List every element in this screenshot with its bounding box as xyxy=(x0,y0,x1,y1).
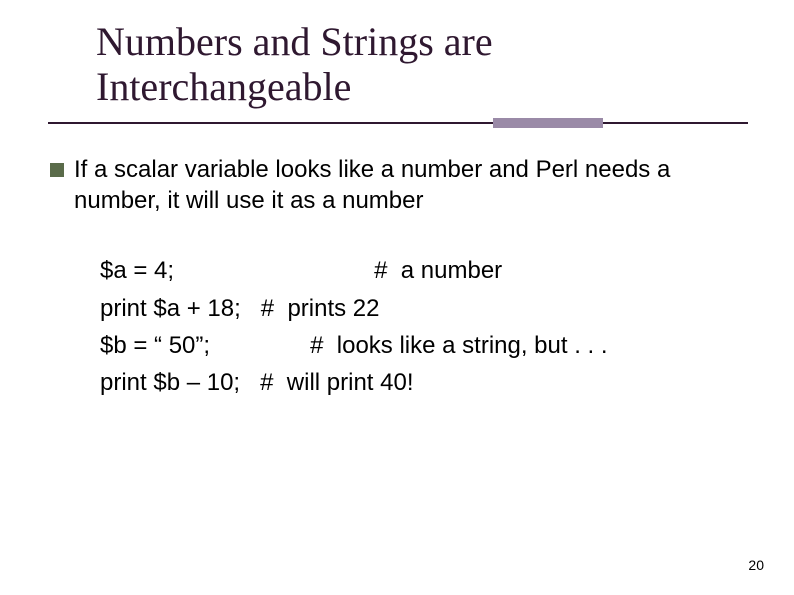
code-example: $a = 4; # a number print $a + 18; # prin… xyxy=(100,252,750,401)
title-rule xyxy=(48,122,748,136)
bullet-item: If a scalar variable looks like a number… xyxy=(50,155,750,216)
title-rule-line xyxy=(48,122,748,124)
title-line-2: Interchangeable xyxy=(96,64,351,109)
bullet-text: If a scalar variable looks like a number… xyxy=(74,155,750,216)
slide-title: Numbers and Strings are Interchangeable xyxy=(96,20,736,110)
title-rule-accent xyxy=(493,118,603,128)
title-line-1: Numbers and Strings are xyxy=(96,19,493,64)
page-number: 20 xyxy=(748,557,764,573)
body: If a scalar variable looks like a number… xyxy=(50,155,750,401)
title-block: Numbers and Strings are Interchangeable xyxy=(96,20,736,110)
slide: Numbers and Strings are Interchangeable … xyxy=(0,0,794,595)
square-bullet-icon xyxy=(50,163,64,177)
